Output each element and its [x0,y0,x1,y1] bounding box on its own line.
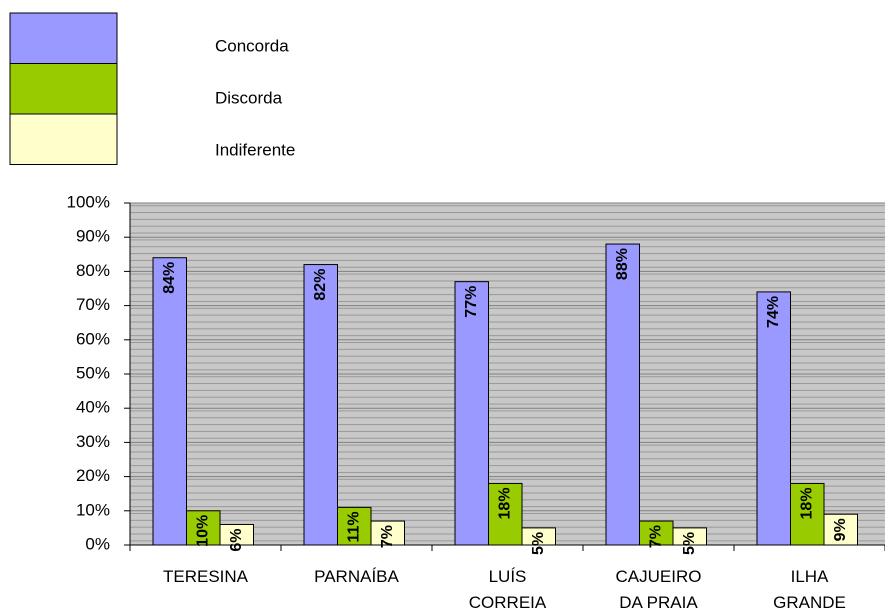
x-tick-label-line: ILHA [791,567,829,586]
value-label: 84% [161,262,178,294]
bar [152,257,187,546]
value-label: 5% [681,532,698,555]
legend-swatch [9,113,118,165]
x-tick-label-line: PARNAÍBA [314,567,399,586]
value-label: 7% [647,525,664,548]
value-label: 10% [194,515,211,547]
y-tick-label: 80% [76,261,110,280]
x-tick-label: LUÍS CORREIA [469,567,547,612]
x-tick-label: PARNAÍBA [314,567,399,586]
x-tick-label: TERESINA [163,567,249,586]
legend-label: Indiferente [215,140,295,159]
y-tick-label: 60% [76,329,110,348]
y-tick-label: 30% [76,432,110,451]
y-tick-label: 40% [76,398,110,417]
value-label: 18% [798,487,815,519]
value-label: 74% [765,296,782,328]
value-label: 82% [312,269,329,301]
bar [672,527,707,546]
bar [756,291,791,546]
value-label: 6% [228,528,245,551]
bar [454,281,489,546]
y-tick-label: 0% [85,534,110,553]
bar [823,513,858,546]
legend-label: Discorda [215,88,283,107]
value-label: 5% [530,532,547,555]
bar [219,523,254,546]
x-tick-label-line: GRANDE [773,593,846,612]
value-label: 18% [496,487,513,519]
x-tick-label-line: LUÍS [489,567,527,586]
value-label: 77% [463,286,480,318]
bar [521,527,556,546]
bar [605,243,640,546]
x-tick-label-line: TERESINA [163,567,249,586]
y-tick-label: 90% [76,227,110,246]
legend-label: Concorda [215,36,289,55]
y-tick-label: 100% [67,192,110,211]
bar [488,482,523,546]
x-tick-label-line: CAJUEIRO [616,567,702,586]
x-tick-label-line: CORREIA [469,593,547,612]
legend-swatch [9,63,118,115]
value-label: 9% [832,518,849,541]
value-label: 88% [614,248,631,280]
y-tick-label: 10% [76,500,110,519]
bar [186,510,221,546]
value-label: 7% [379,525,396,548]
x-tick-label: CAJUEIRO DA PRAIA [616,567,702,612]
x-tick-label: ILHA GRANDE [773,567,846,612]
y-tick-label: 20% [76,466,110,485]
bar [790,482,825,546]
legend-swatch [9,12,118,64]
y-tick-label: 70% [76,295,110,314]
value-label: 11% [345,511,362,542]
y-tick-label: 50% [76,363,110,382]
x-tick-label-line: DA PRAIA [619,593,698,612]
bar [303,264,338,546]
bar [370,520,405,546]
